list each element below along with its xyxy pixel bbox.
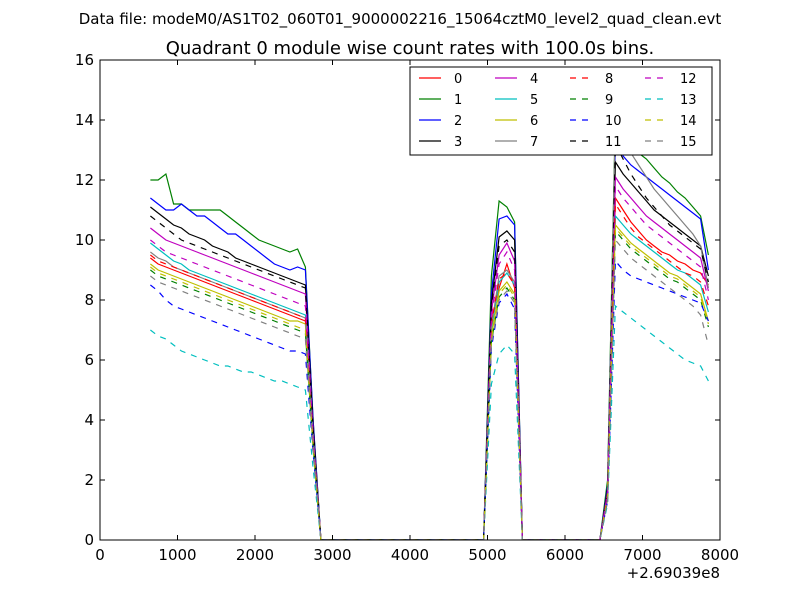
legend-label-14: 14 xyxy=(680,114,697,129)
legend-label-4: 4 xyxy=(530,72,538,87)
axis-ticks: 0 1000 2000 3000 4000 5000 6000 7000 80000246810… xyxy=(75,51,739,564)
legend-label-12: 12 xyxy=(680,72,697,87)
x-tick-label: 7000 xyxy=(623,546,661,564)
series-line-11 xyxy=(150,143,709,540)
legend-label-11: 11 xyxy=(605,135,622,150)
x-tick-label: 6000 xyxy=(546,546,584,564)
x-tick-label: 1000 xyxy=(158,546,196,564)
y-tick-label: 16 xyxy=(75,51,94,69)
y-tick-label: 2 xyxy=(84,471,94,489)
series-line-0 xyxy=(150,196,709,540)
x-tick-label: 4000 xyxy=(391,546,429,564)
y-tick-label: 8 xyxy=(84,291,94,309)
legend-label-3: 3 xyxy=(454,135,462,150)
legend-label-13: 13 xyxy=(680,93,697,108)
x-tick-label: 5000 xyxy=(468,546,506,564)
legend-label-7: 7 xyxy=(530,135,538,150)
y-tick-label: 14 xyxy=(75,111,94,129)
legend-label-2: 2 xyxy=(454,114,462,129)
chart-title: Quadrant 0 module wise count rates with … xyxy=(166,38,655,59)
legend-label-6: 6 xyxy=(530,114,538,129)
y-tick-label: 12 xyxy=(75,171,94,189)
legend-label-5: 5 xyxy=(530,93,538,108)
legend-label-0: 0 xyxy=(454,72,462,87)
legend-label-8: 8 xyxy=(605,72,613,87)
series-line-12 xyxy=(150,184,709,540)
x-tick-label: 2000 xyxy=(236,546,274,564)
series-line-3 xyxy=(150,160,709,540)
series-line-13 xyxy=(150,304,709,540)
series-layer xyxy=(150,113,709,540)
series-line-7 xyxy=(150,116,709,540)
x-offset-label: +2.69039e8 xyxy=(627,564,720,582)
series-line-4 xyxy=(150,175,709,540)
y-tick-label: 0 xyxy=(84,531,94,549)
series-line-5 xyxy=(150,214,709,540)
data-file-suptitle: Data file: modeM0/AS1T02_060T01_90000022… xyxy=(79,10,722,29)
legend-box xyxy=(409,66,713,156)
legend-label-9: 9 xyxy=(605,93,613,108)
series-line-2 xyxy=(150,140,709,540)
series-line-9 xyxy=(150,229,709,540)
y-tick-label: 4 xyxy=(84,411,94,429)
series-line-15 xyxy=(150,238,709,540)
series-line-10 xyxy=(150,259,709,540)
series-line-14 xyxy=(150,226,709,540)
legend-label-10: 10 xyxy=(605,114,622,129)
legend-label-1: 1 xyxy=(454,93,462,108)
series-line-1 xyxy=(150,113,709,540)
x-tick-label: 3000 xyxy=(313,546,351,564)
y-tick-label: 10 xyxy=(75,231,94,249)
x-tick-label: 8000 xyxy=(701,546,739,564)
y-tick-label: 6 xyxy=(84,351,94,369)
legend-label-15: 15 xyxy=(680,135,697,150)
series-line-6 xyxy=(150,223,709,540)
series-line-8 xyxy=(150,202,709,540)
x-tick-label: 0 xyxy=(95,546,105,564)
